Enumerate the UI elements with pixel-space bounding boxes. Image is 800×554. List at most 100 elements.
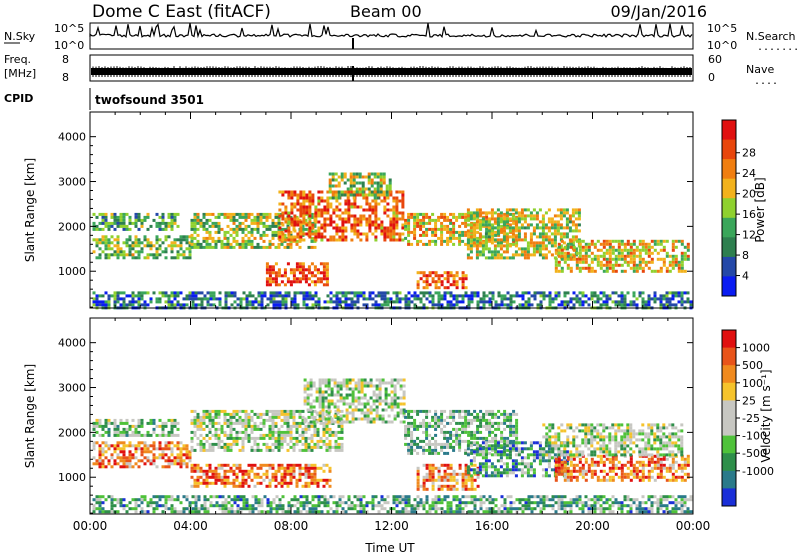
echo-cell <box>98 247 102 251</box>
echo-cell <box>596 300 600 304</box>
echo-cell <box>211 221 215 225</box>
echo-cell <box>185 465 189 469</box>
echo-cell <box>544 223 548 227</box>
echo-cell <box>287 214 291 218</box>
echo-cell <box>568 217 572 221</box>
echo-cell <box>577 214 581 218</box>
echo-cell <box>632 260 636 264</box>
echo-cell <box>230 303 234 307</box>
echo-cell <box>608 242 612 246</box>
echo-cell <box>392 196 396 200</box>
echo-cell <box>401 232 405 236</box>
echo-cell <box>509 294 513 298</box>
echo-cell <box>205 469 209 473</box>
echo-cell <box>329 223 333 227</box>
echo-cell <box>173 433 177 437</box>
echo-cell <box>369 405 373 409</box>
echo-cell <box>440 418 444 422</box>
echo-cell <box>101 459 105 463</box>
nsky-label: N.Sky <box>4 30 36 43</box>
echo-cell <box>373 193 377 197</box>
echo-cell <box>544 256 548 260</box>
echo-cell <box>388 190 392 194</box>
echo-cell <box>101 238 105 242</box>
echo-cell <box>550 217 554 221</box>
echo-cell <box>440 409 444 413</box>
echo-cell <box>167 224 171 228</box>
echo-cell <box>272 291 276 295</box>
echo-cell <box>496 220 500 224</box>
echo-cell <box>398 232 402 236</box>
echo-cell <box>334 445 338 449</box>
echo-cell <box>149 244 153 248</box>
echo-cell <box>149 224 153 228</box>
echo-cell <box>370 178 374 182</box>
echo-cell <box>388 187 392 191</box>
echo-cell <box>317 226 321 230</box>
echo-cell <box>425 448 429 452</box>
echo-cell <box>295 265 299 269</box>
echo-cell <box>232 221 236 225</box>
echo-cell <box>481 211 485 215</box>
echo-cell <box>256 427 260 431</box>
echo-cell <box>303 396 307 400</box>
echo-cell <box>623 248 627 252</box>
echo-cell <box>376 196 380 200</box>
echo-cell <box>310 466 314 470</box>
echo-cell <box>122 465 126 469</box>
echo-cell <box>304 277 308 281</box>
echo-cell <box>363 402 367 406</box>
echo-cell <box>472 226 476 230</box>
echo-cell <box>369 384 373 388</box>
echo-cell <box>559 232 563 236</box>
echo-cell <box>455 430 459 434</box>
echo-cell <box>526 223 530 227</box>
echo-cell <box>526 226 530 230</box>
echo-cell <box>256 242 260 246</box>
echo-cell <box>413 421 417 425</box>
echo-cell <box>359 205 363 209</box>
echo-cell <box>149 247 153 251</box>
echo-cell <box>244 245 248 249</box>
echo-cell <box>449 430 453 434</box>
echo-cell <box>443 445 447 449</box>
echo-cell <box>298 265 302 269</box>
echo-cell <box>223 442 227 446</box>
echo-cell <box>98 453 102 457</box>
echo-cell <box>467 424 471 428</box>
echo-cell <box>278 294 282 298</box>
echo-cell <box>307 463 311 467</box>
echo-cell <box>470 412 474 416</box>
echo-cell <box>506 448 510 452</box>
echo-cell <box>325 463 329 467</box>
echo-cell <box>176 212 180 216</box>
echo-cell <box>384 381 388 385</box>
echo-cell <box>332 235 336 239</box>
echo-cell <box>260 300 264 304</box>
echo-cell <box>310 271 314 275</box>
echo-cell <box>290 190 294 194</box>
echo-cell <box>161 447 165 451</box>
echo-cell <box>337 190 341 194</box>
echo-cell <box>572 248 576 252</box>
echo-cell <box>98 294 102 298</box>
echo-cell <box>104 418 108 422</box>
echo-cell <box>277 274 281 278</box>
echo-cell <box>298 412 302 416</box>
echo-cell <box>497 421 501 425</box>
echo-cell <box>452 448 456 452</box>
echo-cell <box>318 378 322 382</box>
echo-cell <box>393 390 397 394</box>
echo-cell <box>320 196 324 200</box>
echo-cell <box>335 297 339 301</box>
echo-cell <box>511 253 515 257</box>
echo-cell <box>404 294 408 298</box>
echo-cell <box>440 215 444 219</box>
echo-cell <box>644 260 648 264</box>
echo-cell <box>155 241 159 245</box>
echo-cell <box>351 396 355 400</box>
echo-cell <box>107 303 111 307</box>
echo-cell <box>553 241 557 245</box>
echo-cell <box>238 227 242 231</box>
echo-cell <box>686 242 690 246</box>
